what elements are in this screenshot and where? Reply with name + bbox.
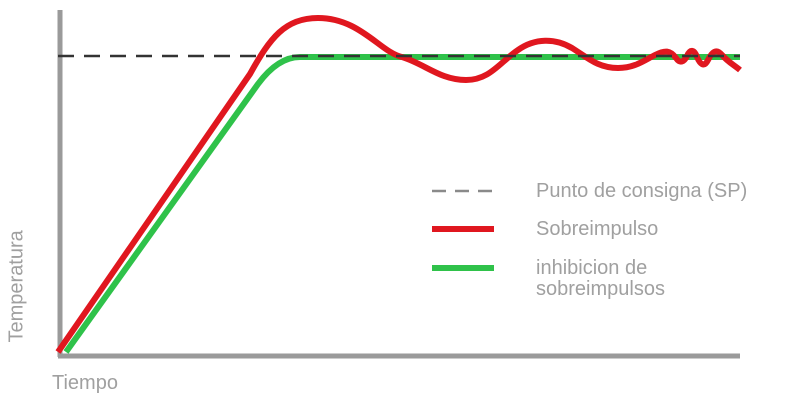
y-axis-label: Temperatura: [5, 230, 28, 343]
legend-item-inhibition: inhibicion de sobreimpulsos: [432, 258, 801, 300]
legend-label-setpoint: Punto de consigna (SP): [536, 180, 748, 202]
legend-item-overshoot: Sobreimpulso: [432, 219, 801, 240]
legend-label-overshoot: Sobreimpulso: [536, 218, 659, 240]
inhibition-swatch: [432, 265, 494, 271]
legend-item-setpoint: Punto de consigna (SP): [432, 181, 801, 202]
overshoot-swatch: [432, 226, 494, 232]
legend-label-inhibition: inhibicion de sobreimpulsos: [536, 257, 665, 300]
inhibition-curve: [63, 54, 740, 354]
x-axis-label: Tiempo: [52, 372, 118, 394]
setpoint-swatch: [432, 189, 494, 193]
overshoot-curve: [55, 15, 742, 354]
